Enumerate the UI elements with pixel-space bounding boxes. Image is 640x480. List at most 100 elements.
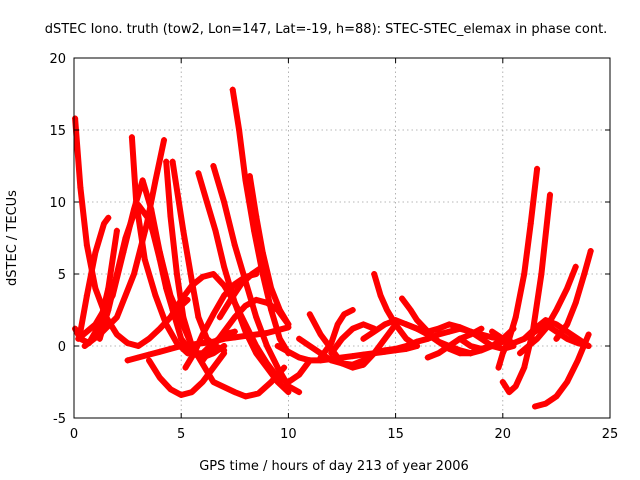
data-point — [146, 351, 153, 358]
data-point — [553, 307, 560, 313]
data-point — [516, 350, 523, 357]
data-point — [328, 340, 335, 347]
data-point — [306, 343, 313, 349]
data-point — [199, 273, 206, 280]
data-point — [296, 371, 303, 378]
data-point — [446, 321, 453, 328]
data-point — [221, 292, 228, 299]
series-line — [371, 271, 420, 349]
data-point — [281, 364, 288, 371]
data-point — [542, 325, 549, 332]
series-pass — [199, 296, 292, 364]
data-point — [285, 321, 292, 328]
series-pass — [499, 191, 553, 396]
data-point — [113, 271, 120, 277]
data-point — [296, 354, 303, 361]
data-point — [456, 335, 463, 342]
data-point — [339, 335, 345, 342]
data-point — [113, 331, 120, 338]
data-point — [478, 345, 485, 352]
y-tick-label: 5 — [58, 268, 66, 283]
data-point — [456, 325, 463, 332]
data-point — [377, 292, 384, 299]
data-point — [564, 328, 571, 335]
data-point — [156, 374, 163, 381]
data-point — [216, 314, 223, 321]
data-point — [161, 137, 168, 144]
data-point — [199, 357, 206, 364]
data-point — [424, 354, 431, 361]
data-point — [231, 328, 238, 335]
data-point — [246, 173, 253, 180]
data-point — [248, 271, 255, 277]
data-point — [263, 343, 270, 349]
data-point — [585, 331, 592, 338]
data-point — [285, 389, 292, 396]
data-point — [587, 247, 594, 254]
data-point — [525, 343, 532, 349]
data-point — [141, 256, 148, 263]
data-point — [124, 340, 131, 347]
y-tick-label: 0 — [58, 340, 66, 355]
data-point — [195, 314, 202, 321]
data-point — [274, 374, 281, 381]
data-point — [231, 389, 238, 396]
x-tick-label: 20 — [495, 427, 512, 442]
data-point — [221, 263, 228, 270]
data-point — [306, 311, 313, 318]
data-point — [83, 242, 90, 249]
data-point — [574, 335, 581, 342]
data-point — [156, 325, 163, 332]
data-point — [139, 177, 146, 184]
data-point — [146, 357, 153, 364]
data-point — [585, 343, 592, 349]
data-point — [489, 334, 496, 341]
series-line — [424, 325, 485, 361]
data-point — [360, 351, 367, 358]
data-point — [227, 296, 234, 303]
series-line — [146, 350, 228, 398]
data-point — [446, 343, 453, 349]
data-point — [173, 271, 180, 277]
data-point — [163, 321, 170, 328]
data-point — [124, 357, 131, 364]
data-point — [113, 227, 120, 234]
data-point — [317, 354, 324, 361]
data-point — [255, 390, 262, 397]
data-point — [191, 350, 198, 357]
data-point — [553, 335, 560, 342]
data-point — [546, 191, 553, 198]
data-point — [128, 134, 135, 141]
data-point — [521, 364, 528, 371]
data-point — [542, 317, 549, 324]
data-point — [371, 328, 378, 335]
data-point — [384, 307, 391, 313]
data-point — [210, 163, 217, 169]
data-point — [276, 335, 283, 342]
data-point — [253, 331, 260, 338]
data-point — [349, 325, 356, 332]
data-point — [210, 364, 217, 371]
data-point — [236, 127, 243, 133]
data-point — [242, 393, 249, 400]
data-point — [268, 379, 275, 385]
data-point — [210, 379, 217, 385]
data-point — [534, 335, 541, 342]
data-point — [499, 335, 506, 342]
data-point — [135, 354, 142, 361]
data-point — [424, 331, 431, 338]
data-point — [146, 335, 153, 342]
series-pass — [495, 165, 541, 371]
data-point — [499, 379, 506, 385]
data-point — [506, 389, 513, 396]
data-point — [512, 383, 519, 390]
data-point — [572, 263, 579, 270]
data-point — [285, 348, 292, 355]
data-point — [296, 335, 303, 342]
data-point — [274, 364, 281, 371]
data-point — [581, 271, 588, 277]
data-point — [478, 325, 485, 332]
data-point — [527, 220, 534, 227]
data-point — [489, 328, 496, 335]
